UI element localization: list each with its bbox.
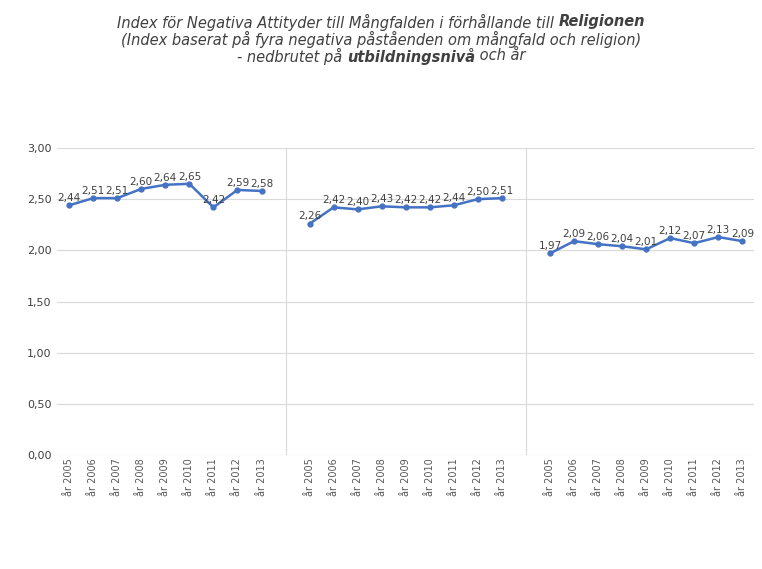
Text: (Index baserat på fyra negativa påståenden om mångfald och religion): (Index baserat på fyra negativa påståend… xyxy=(121,31,641,48)
Text: 2,60: 2,60 xyxy=(130,176,153,187)
Text: 2,42: 2,42 xyxy=(394,195,418,205)
Text: 2,50: 2,50 xyxy=(466,187,489,197)
Text: Religionen: Religionen xyxy=(559,14,645,29)
Text: 2,07: 2,07 xyxy=(683,231,706,241)
Text: 2,06: 2,06 xyxy=(587,232,610,242)
Text: Index för Negativa Attityder till Mångfalden i förhållande till: Index för Negativa Attityder till Mångfa… xyxy=(117,14,559,31)
Text: 2,51: 2,51 xyxy=(82,186,105,196)
Text: 2,40: 2,40 xyxy=(346,197,370,207)
Text: 2,59: 2,59 xyxy=(226,178,249,188)
Text: 2,09: 2,09 xyxy=(731,229,754,239)
Text: 2,58: 2,58 xyxy=(250,179,273,189)
Text: och år: och år xyxy=(475,48,525,63)
Text: 2,51: 2,51 xyxy=(106,186,129,196)
Text: 2,44: 2,44 xyxy=(58,193,81,203)
Text: 2,12: 2,12 xyxy=(658,226,682,236)
Text: 2,51: 2,51 xyxy=(490,186,514,196)
Text: 2,09: 2,09 xyxy=(562,229,586,239)
Text: 2,64: 2,64 xyxy=(154,172,177,183)
Text: 2,13: 2,13 xyxy=(706,225,730,235)
Text: 2,26: 2,26 xyxy=(298,212,322,221)
Text: 2,42: 2,42 xyxy=(322,195,345,205)
Text: 1,97: 1,97 xyxy=(539,241,562,251)
Text: 2,01: 2,01 xyxy=(635,237,658,247)
Text: 2,42: 2,42 xyxy=(202,195,225,205)
Text: 2,43: 2,43 xyxy=(370,194,393,204)
Text: 2,42: 2,42 xyxy=(418,195,441,205)
Text: - nedbrutet på: - nedbrutet på xyxy=(237,48,347,65)
Text: 2,44: 2,44 xyxy=(442,193,466,203)
Text: utbildningsnivå: utbildningsnivå xyxy=(347,48,475,65)
Text: 2,04: 2,04 xyxy=(610,234,634,244)
Text: 2,65: 2,65 xyxy=(178,171,201,182)
